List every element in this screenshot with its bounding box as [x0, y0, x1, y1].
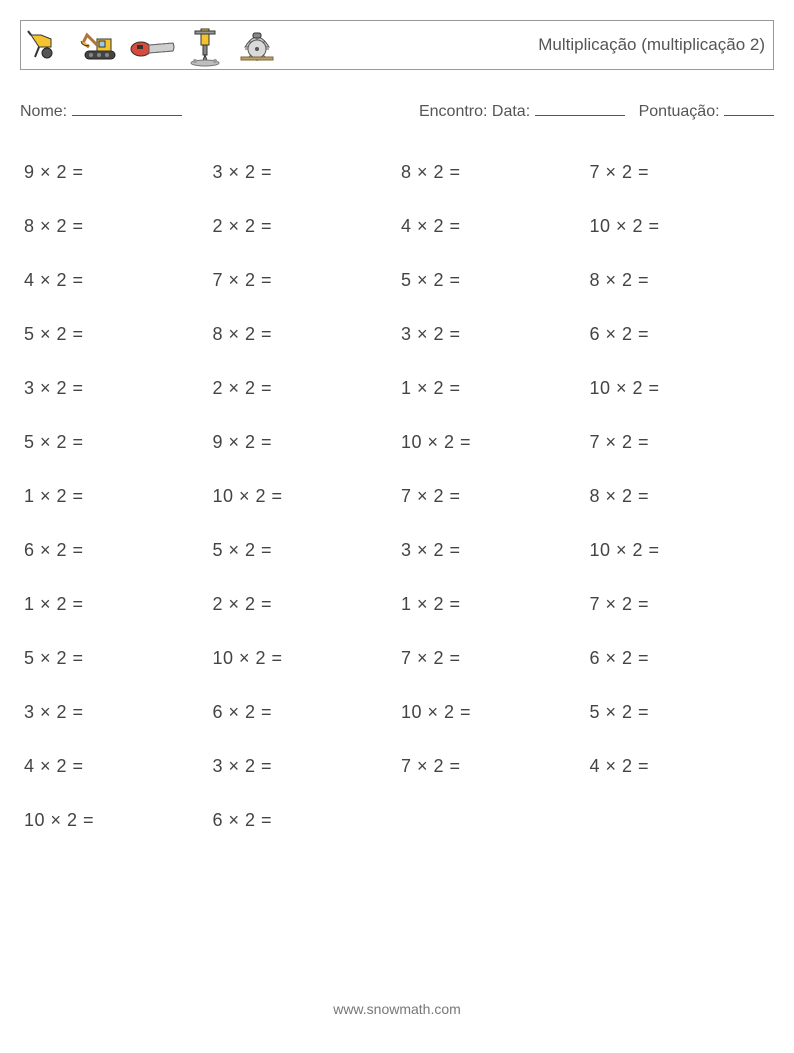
header-icons-row: [25, 23, 281, 67]
problem-cell: 7 × 2 =: [397, 469, 586, 523]
header-box: Multiplicação (multiplicação 2): [20, 20, 774, 70]
problem-cell: 10 × 2 =: [397, 685, 586, 739]
problem-cell: 8 × 2 =: [209, 307, 398, 361]
problem-cell: 5 × 2 =: [20, 631, 209, 685]
worksheet-title: Multiplicação (multiplicação 2): [538, 35, 765, 55]
jackhammer-icon: [181, 23, 229, 67]
problem-cell: [397, 793, 586, 847]
problem-cell: 6 × 2 =: [586, 307, 775, 361]
problem-cell: 1 × 2 =: [397, 577, 586, 631]
problem-cell: 5 × 2 =: [20, 307, 209, 361]
worksheet-page: Multiplicação (multiplicação 2) Nome: En…: [0, 0, 794, 847]
problem-cell: 3 × 2 =: [209, 145, 398, 199]
problem-cell: 6 × 2 =: [586, 631, 775, 685]
circular-saw-icon: [233, 23, 281, 67]
problem-cell: 7 × 2 =: [209, 253, 398, 307]
problem-cell: 3 × 2 =: [397, 307, 586, 361]
excavator-icon: [77, 23, 125, 67]
problem-cell: 10 × 2 =: [586, 523, 775, 577]
problem-cell: 1 × 2 =: [20, 469, 209, 523]
score-blank: [724, 100, 774, 116]
problem-cell: 6 × 2 =: [209, 685, 398, 739]
problem-cell: 10 × 2 =: [586, 361, 775, 415]
problem-cell: 8 × 2 =: [20, 199, 209, 253]
problem-cell: 5 × 2 =: [20, 415, 209, 469]
problem-cell: 8 × 2 =: [586, 253, 775, 307]
footer-url: www.snowmath.com: [0, 1001, 794, 1017]
problem-cell: 2 × 2 =: [209, 361, 398, 415]
problem-cell: 2 × 2 =: [209, 577, 398, 631]
problem-cell: 6 × 2 =: [20, 523, 209, 577]
info-row: Nome: Encontro: Data: Pontuação:: [20, 100, 774, 121]
problem-cell: 9 × 2 =: [20, 145, 209, 199]
problem-cell: 2 × 2 =: [209, 199, 398, 253]
encounter-date-label: Encontro: Data:: [419, 103, 530, 120]
score-field: Pontuação:: [639, 100, 774, 121]
problem-cell: 3 × 2 =: [20, 361, 209, 415]
date-field: Encontro: Data:: [419, 100, 625, 121]
problem-cell: 4 × 2 =: [397, 199, 586, 253]
problem-cell: 8 × 2 =: [397, 145, 586, 199]
problem-cell: 6 × 2 =: [209, 793, 398, 847]
problem-cell: 5 × 2 =: [397, 253, 586, 307]
problem-cell: 10 × 2 =: [209, 469, 398, 523]
problem-cell: 4 × 2 =: [20, 253, 209, 307]
problem-cell: 7 × 2 =: [586, 577, 775, 631]
date-blank: [535, 100, 625, 116]
problem-cell: 1 × 2 =: [397, 361, 586, 415]
problem-cell: 5 × 2 =: [586, 685, 775, 739]
problem-cell: 10 × 2 =: [209, 631, 398, 685]
problem-cell: 5 × 2 =: [209, 523, 398, 577]
problem-cell: 3 × 2 =: [20, 685, 209, 739]
problem-cell: 7 × 2 =: [586, 145, 775, 199]
problem-cell: 9 × 2 =: [209, 415, 398, 469]
name-blank: [72, 100, 182, 116]
problem-cell: 10 × 2 =: [397, 415, 586, 469]
problem-cell: 4 × 2 =: [586, 739, 775, 793]
name-field: Nome:: [20, 100, 182, 121]
problem-cell: 3 × 2 =: [397, 523, 586, 577]
name-label: Nome:: [20, 103, 67, 120]
problem-cell: 7 × 2 =: [397, 739, 586, 793]
problem-cell: 7 × 2 =: [586, 415, 775, 469]
wheelbarrow-icon: [25, 23, 73, 67]
problem-cell: 1 × 2 =: [20, 577, 209, 631]
score-label: Pontuação:: [639, 103, 720, 120]
problem-cell: 4 × 2 =: [20, 739, 209, 793]
problem-cell: 8 × 2 =: [586, 469, 775, 523]
problem-cell: 3 × 2 =: [209, 739, 398, 793]
problem-cell: 10 × 2 =: [20, 793, 209, 847]
problem-cell: 10 × 2 =: [586, 199, 775, 253]
problem-cell: 7 × 2 =: [397, 631, 586, 685]
problem-cell: [586, 793, 775, 847]
problems-grid: 9 × 2 = 3 × 2 = 8 × 2 = 7 × 2 = 8 × 2 = …: [20, 145, 774, 847]
chainsaw-icon: [129, 23, 177, 67]
